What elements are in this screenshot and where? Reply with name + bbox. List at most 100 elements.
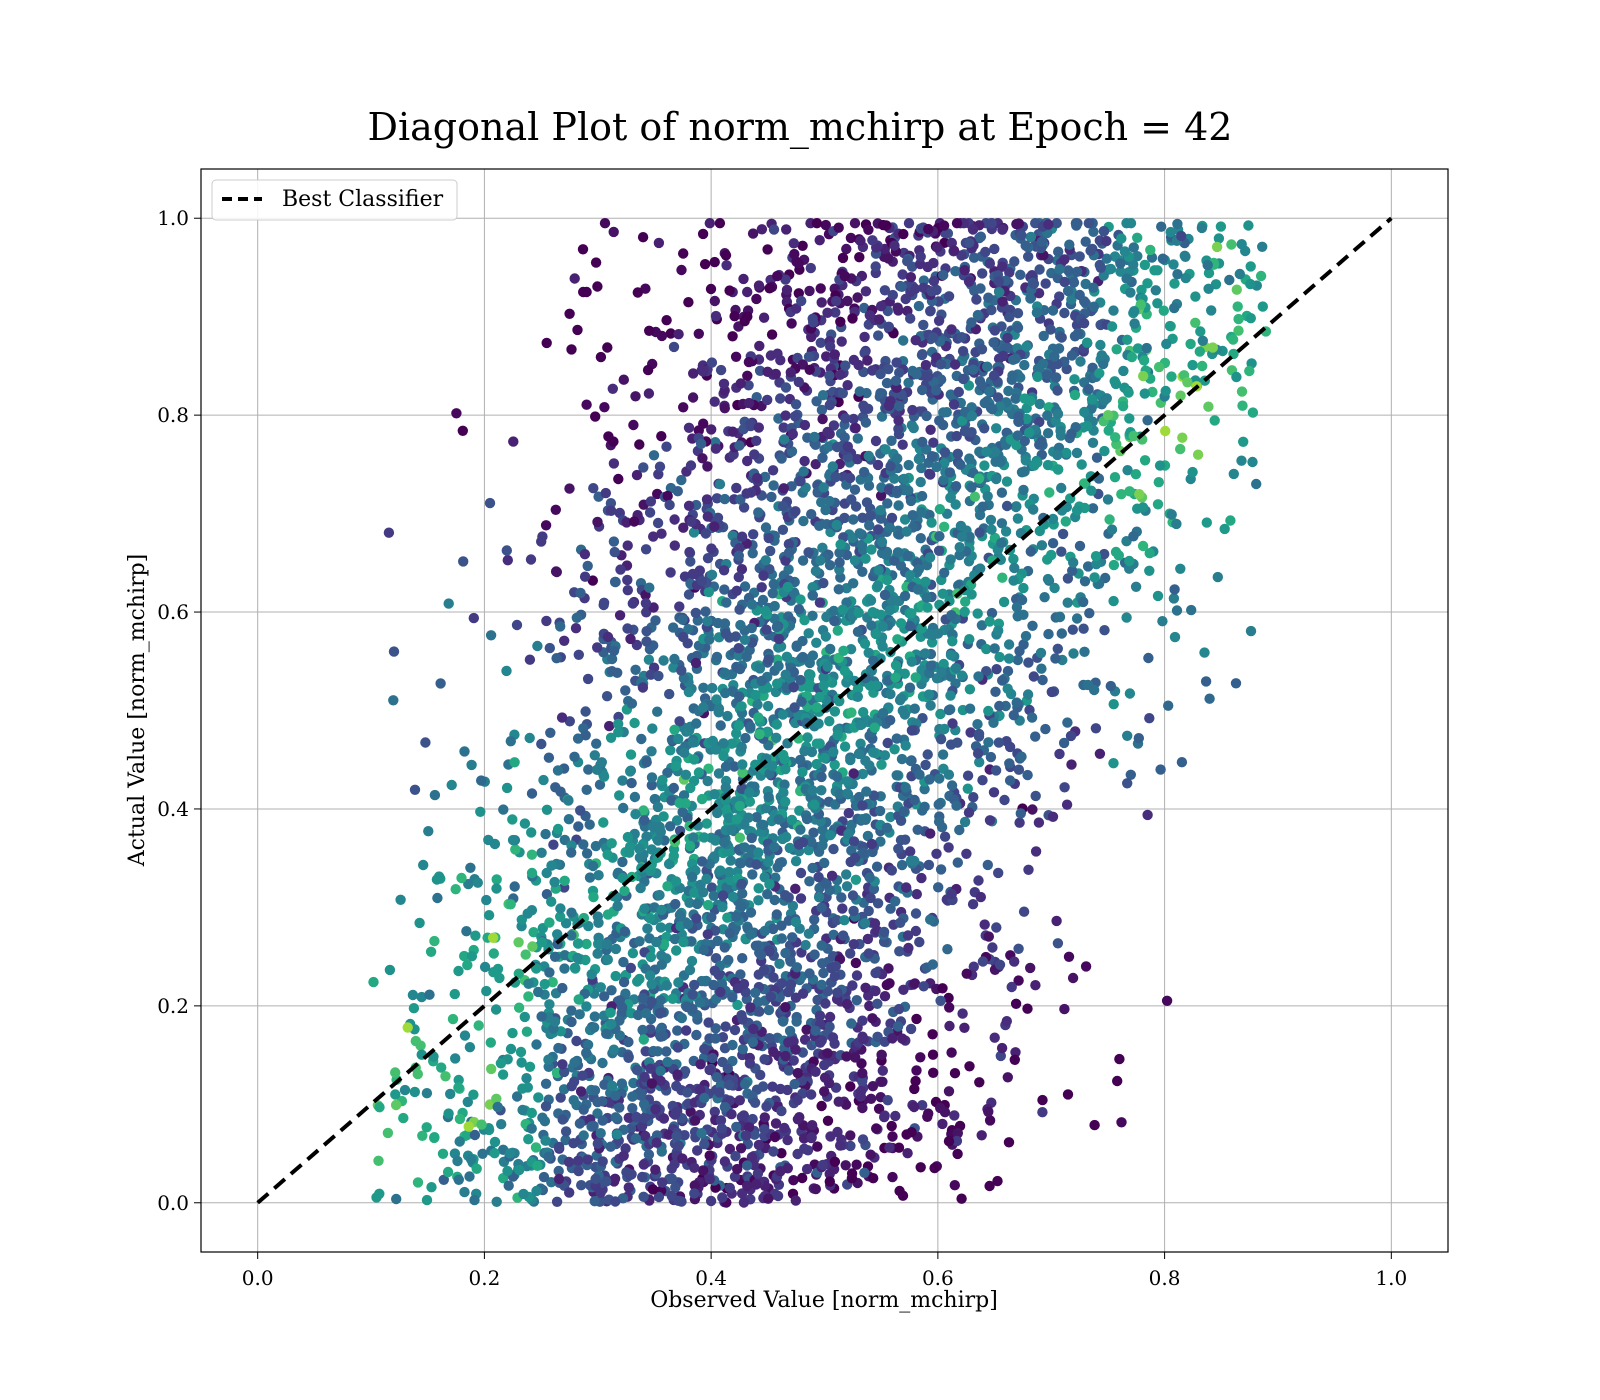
scatter-point [719,493,730,505]
scatter-point [975,563,986,574]
scatter-point [902,930,914,941]
scatter-point [465,1154,477,1165]
scatter-point [606,1080,618,1092]
scatter-point [793,376,804,388]
scatter-point [780,382,792,393]
scatter-point [640,1130,651,1142]
scatter-point [989,643,1000,654]
scatter-point [526,849,538,860]
scatter-point [1187,359,1198,371]
scatter-point [822,1115,834,1127]
scatter-point [656,959,667,970]
scatter-point [954,542,965,553]
scatter-point [1052,643,1064,654]
scatter-point [515,1046,527,1058]
scatter-point [819,752,830,764]
scatter-point [625,962,636,974]
scatter-point [872,580,884,591]
scatter-point [840,1160,851,1171]
scatter-point [790,1195,801,1206]
scatter-point [491,1093,502,1105]
scatter-point [780,796,791,807]
scatter-point [388,695,399,706]
scatter-point [1236,239,1247,250]
scatter-point [806,746,818,758]
scatter-point [915,476,926,488]
scatter-point [745,929,756,940]
scatter-point [797,555,809,566]
scatter-point [692,1145,703,1156]
scatter-point [752,996,764,1008]
scatter-point [1078,318,1090,329]
scatter-point [573,821,584,832]
scatter-point [889,555,900,566]
scatter-point [637,992,649,1004]
scatter-point [1227,334,1239,345]
scatter-point [903,377,914,388]
scatter-point [788,682,799,693]
scatter-point [630,664,641,675]
scatter-point [808,827,819,838]
scatter-point [1006,981,1017,993]
scatter-point [623,1182,634,1193]
scatter-point [913,300,925,312]
scatter-point [611,1129,623,1140]
scatter-point [985,751,997,763]
scatter-point [743,397,755,409]
scatter-point [1099,445,1110,457]
scatter-point [784,842,795,854]
scatter-point [872,898,884,909]
scatter-point [566,1005,577,1016]
scatter-point [747,1113,758,1125]
scatter-point [511,619,523,631]
scatter-point [1228,468,1240,480]
scatter-point [527,941,538,952]
scatter-point [1010,1047,1021,1058]
scatter-point [1157,616,1168,627]
scatter-point [846,1018,857,1029]
scatter-point [424,989,435,1000]
scatter-point [588,891,599,903]
scatter-point [877,1065,888,1076]
scatter-point [934,531,945,542]
scatter-point [737,888,748,899]
scatter-point [645,951,657,963]
scatter-point [873,330,884,341]
scatter-point [884,605,896,616]
scatter-point [1051,915,1062,927]
scatter-point [560,1126,572,1137]
scatter-point [1115,266,1126,277]
scatter-point [928,437,939,448]
scatter-point [613,718,624,730]
scatter-point [776,933,787,944]
scatter-point [825,341,836,352]
scatter-point [538,1171,550,1183]
scatter-point [747,228,759,239]
scatter-point [636,1120,648,1132]
scatter-point [904,682,916,693]
scatter-point [1003,653,1015,664]
scatter-point [719,667,730,678]
scatter-point [939,521,950,532]
scatter-point [704,1150,715,1161]
scatter-point [453,1174,464,1186]
scatter-point [807,582,818,593]
scatter-point [890,896,901,907]
scatter-point [811,396,822,407]
scatter-point [651,1137,662,1148]
scatter-point [698,682,709,693]
scatter-point [962,783,973,794]
scatter-point [857,1134,869,1145]
scatter-point [735,1143,747,1154]
scatter-point [1179,250,1191,261]
scatter-point [669,653,680,665]
scatter-point [935,995,946,1006]
scatter-point [1059,307,1070,319]
scatter-point [595,1128,606,1139]
scatter-point [465,862,476,873]
scatter-point [964,237,975,248]
scatter-point [838,645,849,656]
scatter-point [489,1148,500,1159]
scatter-point [1138,355,1150,366]
scatter-point [505,736,516,747]
